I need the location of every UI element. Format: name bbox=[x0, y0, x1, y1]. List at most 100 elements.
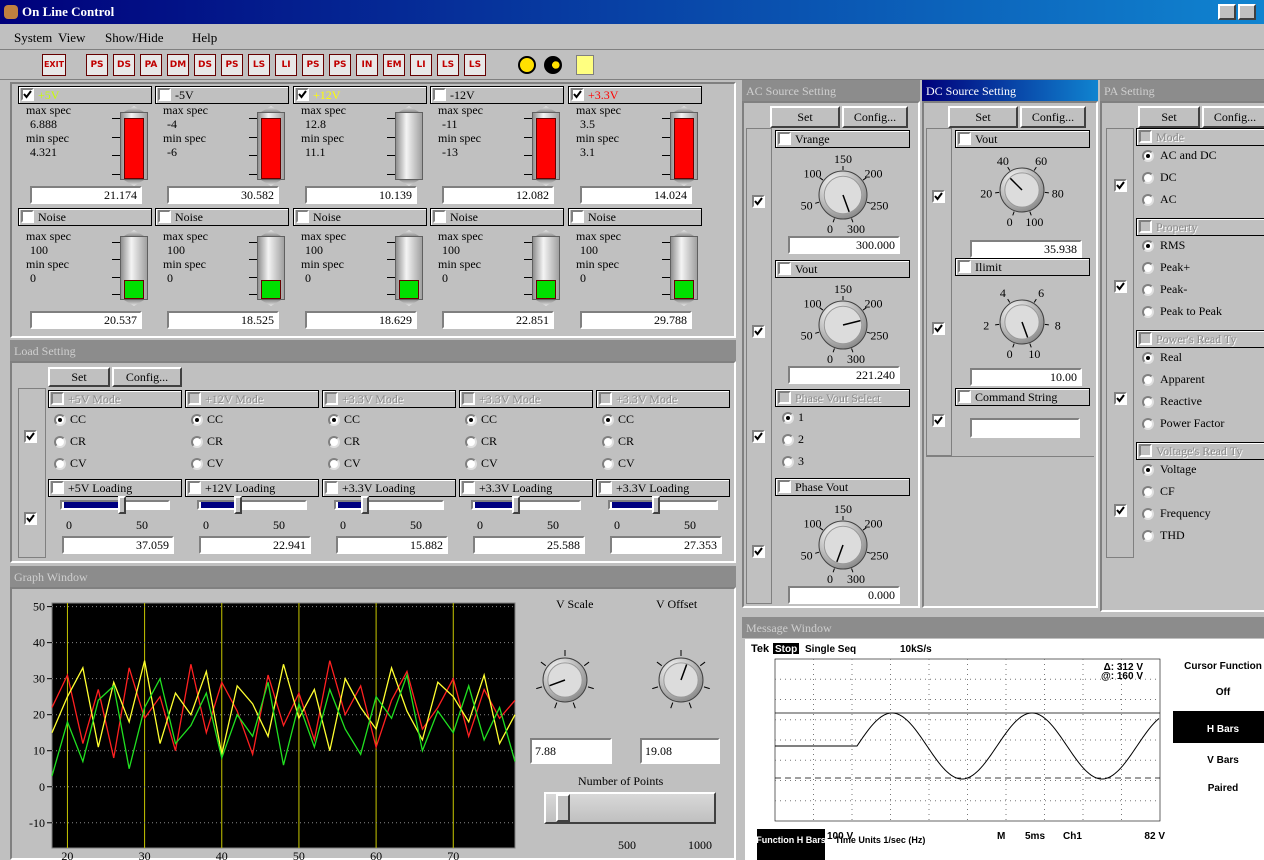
radio-button[interactable] bbox=[54, 458, 66, 470]
toolbar-circle[interactable] bbox=[518, 56, 536, 74]
checkbox[interactable] bbox=[1139, 130, 1152, 143]
checkbox[interactable] bbox=[958, 390, 971, 403]
radio-button[interactable] bbox=[1142, 486, 1154, 498]
radio-button[interactable] bbox=[602, 458, 614, 470]
tool-pointer[interactable] bbox=[16, 54, 38, 76]
checkbox[interactable] bbox=[752, 325, 765, 338]
toolbar-circle[interactable] bbox=[544, 56, 562, 74]
button[interactable]: Set bbox=[1138, 106, 1200, 128]
value-field[interactable]: 35.938 bbox=[970, 240, 1082, 258]
radio-button[interactable] bbox=[191, 436, 203, 448]
checkbox[interactable] bbox=[21, 88, 34, 101]
checkbox[interactable] bbox=[932, 190, 945, 203]
checkbox[interactable] bbox=[599, 481, 612, 494]
radio-button[interactable] bbox=[782, 434, 794, 446]
menu-item[interactable]: View bbox=[58, 30, 85, 46]
radio-button[interactable] bbox=[54, 436, 66, 448]
toolbar-button[interactable]: DS bbox=[194, 54, 216, 76]
radio-button[interactable] bbox=[1142, 284, 1154, 296]
toolbar-button[interactable]: LI bbox=[410, 54, 432, 76]
checkbox[interactable] bbox=[752, 430, 765, 443]
checkbox[interactable] bbox=[958, 260, 971, 273]
menu-item[interactable]: System bbox=[14, 30, 52, 46]
command-input[interactable] bbox=[970, 418, 1080, 438]
menu-item[interactable]: Show/Hide bbox=[105, 30, 164, 46]
button[interactable]: Set bbox=[948, 106, 1018, 128]
button[interactable]: Config... bbox=[1020, 106, 1086, 128]
value-field[interactable]: 29.788 bbox=[580, 311, 692, 329]
value-field[interactable]: 14.024 bbox=[580, 186, 692, 204]
value-field[interactable]: 37.059 bbox=[62, 536, 174, 554]
value-field[interactable]: 12.082 bbox=[442, 186, 554, 204]
toolbar-button[interactable]: DS bbox=[113, 54, 135, 76]
checkbox[interactable] bbox=[433, 88, 446, 101]
radio-button[interactable] bbox=[465, 436, 477, 448]
toolbar-button[interactable]: EM bbox=[383, 54, 405, 76]
checkbox[interactable] bbox=[1114, 504, 1127, 517]
radio-button[interactable] bbox=[191, 458, 203, 470]
minimize-button[interactable] bbox=[1218, 4, 1236, 20]
checkbox[interactable] bbox=[1114, 392, 1127, 405]
radio-button[interactable] bbox=[465, 414, 477, 426]
restore-button[interactable] bbox=[1238, 4, 1256, 20]
toolbar-button[interactable]: LS bbox=[248, 54, 270, 76]
checkbox[interactable] bbox=[932, 414, 945, 427]
value-field[interactable]: 221.240 bbox=[788, 366, 900, 384]
value-field[interactable]: 18.525 bbox=[167, 311, 279, 329]
radio-button[interactable] bbox=[1142, 464, 1154, 476]
help-button[interactable] bbox=[576, 55, 594, 75]
radio-button[interactable] bbox=[1142, 194, 1154, 206]
radio-button[interactable] bbox=[1142, 262, 1154, 274]
checkbox[interactable] bbox=[752, 195, 765, 208]
checkbox[interactable] bbox=[158, 88, 171, 101]
radio-button[interactable] bbox=[191, 414, 203, 426]
button[interactable]: Set bbox=[48, 367, 110, 387]
checkbox[interactable] bbox=[24, 512, 37, 525]
value-field[interactable]: 30.582 bbox=[167, 186, 279, 204]
toolbar-button[interactable]: PA bbox=[140, 54, 162, 76]
radio-button[interactable] bbox=[782, 456, 794, 468]
toolbar-button[interactable]: PS bbox=[86, 54, 108, 76]
value-field[interactable]: 10.139 bbox=[305, 186, 417, 204]
radio-button[interactable] bbox=[1142, 396, 1154, 408]
checkbox[interactable] bbox=[1139, 444, 1152, 457]
checkbox[interactable] bbox=[296, 88, 309, 101]
checkbox[interactable] bbox=[462, 392, 475, 405]
radio-button[interactable] bbox=[1142, 172, 1154, 184]
radio-button[interactable] bbox=[782, 412, 794, 424]
checkbox[interactable] bbox=[21, 210, 34, 223]
button[interactable]: Config... bbox=[112, 367, 182, 387]
radio-button[interactable] bbox=[1142, 150, 1154, 162]
value-field[interactable]: 22.851 bbox=[442, 311, 554, 329]
checkbox[interactable] bbox=[325, 481, 338, 494]
checkbox[interactable] bbox=[571, 210, 584, 223]
checkbox[interactable] bbox=[571, 88, 584, 101]
toolbar-button[interactable]: LS bbox=[437, 54, 459, 76]
radio-button[interactable] bbox=[1142, 530, 1154, 542]
slider-thumb[interactable] bbox=[652, 496, 660, 514]
checkbox[interactable] bbox=[778, 132, 791, 145]
value-field[interactable]: 300.000 bbox=[788, 236, 900, 254]
toolbar-button[interactable]: PS bbox=[329, 54, 351, 76]
radio-button[interactable] bbox=[465, 458, 477, 470]
checkbox[interactable] bbox=[188, 392, 201, 405]
value-field[interactable]: 7.88 bbox=[530, 738, 612, 764]
value-field[interactable]: 15.882 bbox=[336, 536, 448, 554]
checkbox[interactable] bbox=[51, 481, 64, 494]
checkbox[interactable] bbox=[51, 392, 64, 405]
radio-button[interactable] bbox=[1142, 418, 1154, 430]
radio-button[interactable] bbox=[1142, 374, 1154, 386]
value-field[interactable]: 25.588 bbox=[473, 536, 585, 554]
radio-button[interactable] bbox=[54, 414, 66, 426]
value-field[interactable]: 19.08 bbox=[640, 738, 720, 764]
slider-thumb[interactable] bbox=[234, 496, 242, 514]
checkbox[interactable] bbox=[958, 132, 971, 145]
checkbox[interactable] bbox=[778, 480, 791, 493]
checkbox[interactable] bbox=[462, 481, 475, 494]
value-field[interactable]: 18.629 bbox=[305, 311, 417, 329]
button[interactable]: Config... bbox=[1202, 106, 1264, 128]
toolbar-button[interactable]: DM bbox=[167, 54, 189, 76]
toolbar-button[interactable]: LI bbox=[275, 54, 297, 76]
checkbox[interactable] bbox=[1114, 280, 1127, 293]
value-field[interactable]: 10.00 bbox=[970, 368, 1082, 386]
